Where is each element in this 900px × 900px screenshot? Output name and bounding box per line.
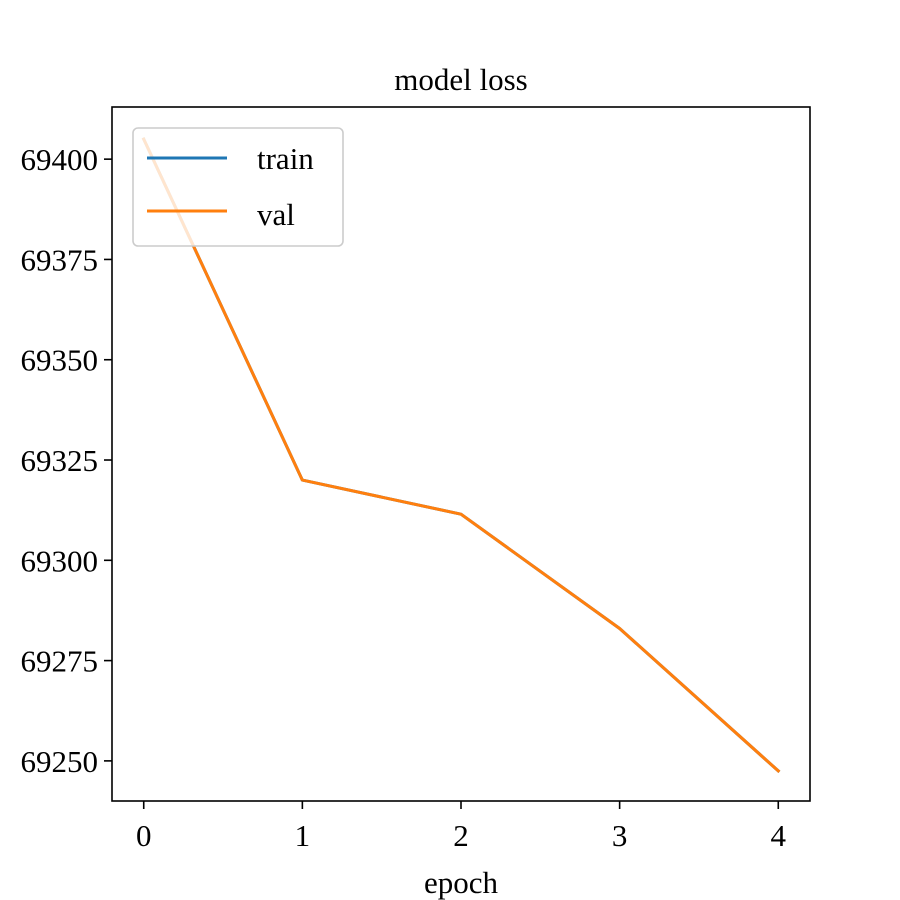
y-tick-label: 69300 — [21, 543, 99, 578]
y-axis-ticks: 69250 69275 69300 69325 69350 69375 69400 — [21, 142, 112, 779]
y-tick-label: 69375 — [21, 242, 99, 277]
y-tick-label: 69350 — [21, 343, 99, 378]
x-axis-ticks: 0 1 2 3 4 — [136, 801, 787, 853]
y-tick-label: 69250 — [21, 744, 99, 779]
series-line-val — [141, 137, 781, 774]
chart-title: model loss — [394, 62, 527, 97]
x-tick-label: 4 — [771, 818, 787, 853]
legend: train val — [132, 127, 344, 247]
y-tick-label: 69275 — [21, 644, 99, 679]
x-tick-label: 2 — [453, 818, 469, 853]
y-tick-label: 69325 — [21, 443, 99, 478]
plot-frame — [111, 106, 811, 802]
series-lines — [141, 137, 781, 774]
x-tick-label: 1 — [295, 818, 311, 853]
legend-label-train: train — [257, 141, 314, 176]
x-axis-label: epoch — [424, 865, 499, 900]
x-tick-label: 3 — [612, 818, 628, 853]
legend-label-val: val — [257, 197, 295, 232]
y-tick-label: 69400 — [21, 142, 99, 177]
x-tick-label: 0 — [136, 818, 152, 853]
